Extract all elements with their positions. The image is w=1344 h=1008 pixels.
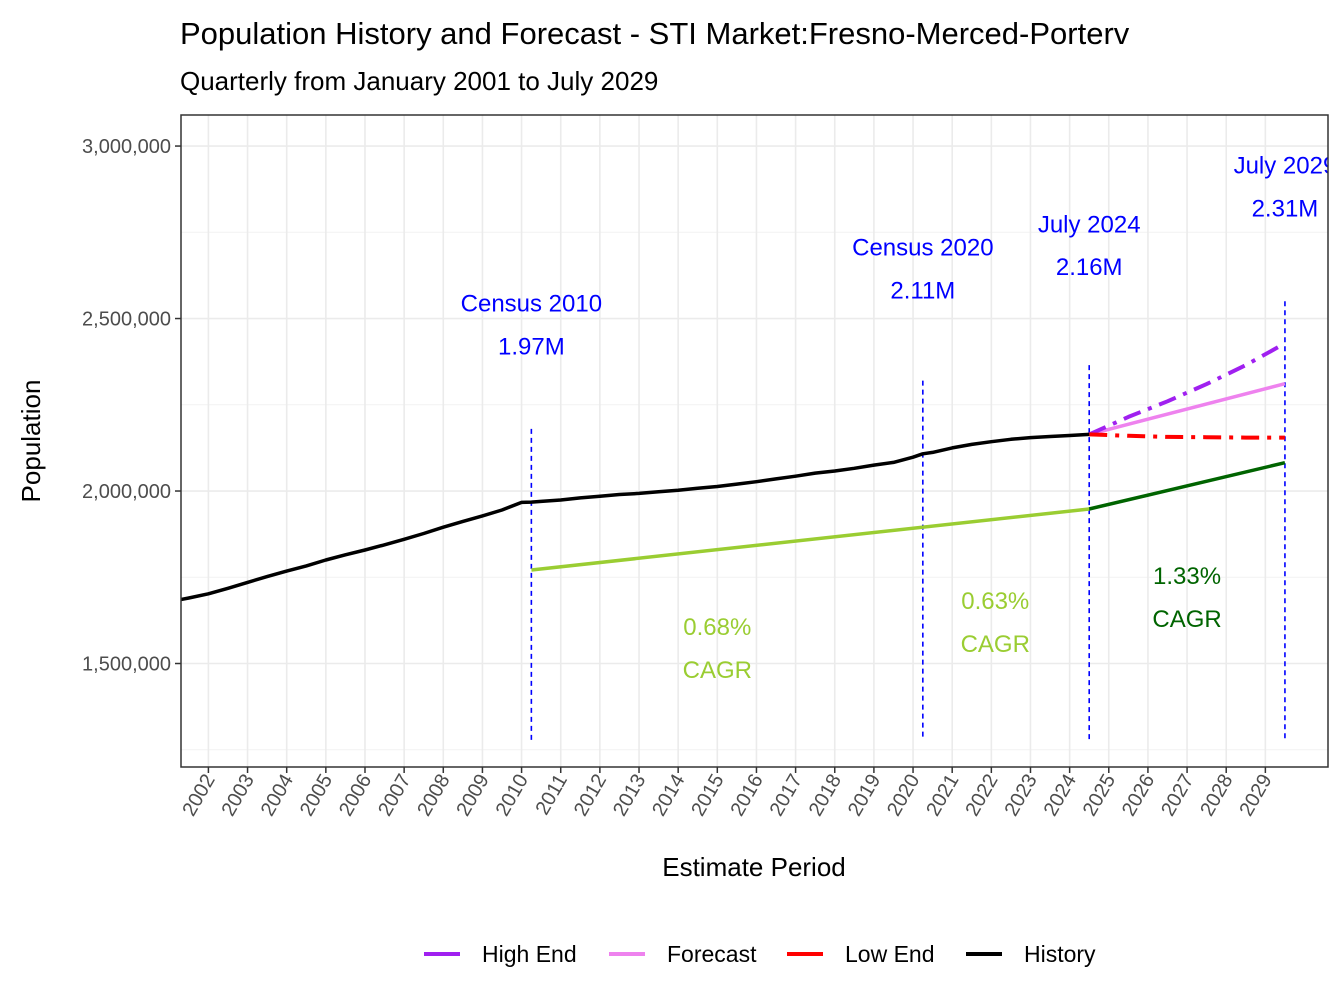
annotation-layer: Census 2010 1.97M Census 2020 2.11M July 202…: [461, 153, 1337, 684]
x-tick-label: 2011: [531, 771, 572, 819]
cagr-063-label-line2: CAGR: [961, 631, 1030, 658]
census2020-label-line2: 2.11M: [890, 278, 955, 305]
census2020-label-line1: Census 2020: [852, 235, 993, 262]
x-tick-label: 2009: [452, 771, 493, 821]
july2024-label-line2: 2.16M: [1056, 254, 1123, 281]
x-tick-label: 2003: [218, 771, 259, 821]
y-tick-label: 1,500,000: [82, 654, 171, 676]
x-tick-label: 2005: [296, 771, 337, 821]
grid-layer: [181, 115, 1328, 767]
x-tick-label: 2007: [374, 771, 415, 821]
chart-title: Population History and Forecast - STI Ma…: [180, 16, 1130, 51]
y-tick-label: 2,500,000: [82, 309, 171, 331]
x-tick-label: 2024: [1040, 771, 1081, 821]
cagr-068-label-line1: 0.68%: [683, 614, 751, 641]
x-tick-label: 2019: [844, 771, 885, 821]
x-tick-label: 2022: [961, 771, 1002, 821]
july2024-label-line1: July 2024: [1038, 211, 1141, 238]
cagr-063-label-line1: 0.63%: [961, 588, 1029, 615]
y-tick-label: 2,000,000: [82, 481, 171, 503]
y-axis: 1,500,000 2,000,000 2,500,000 3,000,000: [82, 136, 181, 676]
plot-panel-border: [180, 114, 1329, 768]
x-tick-label: 2026: [1118, 771, 1159, 821]
x-tick-label: 2014: [648, 771, 689, 821]
forecast-series-line: [1088, 382, 1286, 437]
cagr-2010-2024-line: [531, 507, 1090, 572]
x-tick-label: 2006: [335, 771, 376, 821]
x-tick-label: 2028: [1196, 771, 1237, 821]
y-axis-title: Population: [16, 380, 46, 503]
legend-label-low-end: Low End: [845, 941, 935, 967]
history-series-line: [181, 432, 1090, 602]
x-axis-title: Estimate Period: [662, 852, 846, 882]
x-tick-label: 2004: [257, 771, 298, 821]
x-tick-label: 2013: [609, 771, 650, 821]
x-tick-label: 2021: [922, 771, 963, 821]
cagr-133-label-line1: 1.33%: [1153, 563, 1221, 590]
x-tick-label: 2018: [805, 771, 846, 821]
legend: High End Forecast Low End History: [424, 941, 1096, 967]
y-tick-label: 3,000,000: [82, 136, 171, 158]
legend-label-forecast: Forecast: [667, 941, 757, 967]
cagr-2024-2029-line: [1088, 460, 1286, 511]
x-tick-label: 2010: [492, 771, 533, 821]
x-tick-label: 2002: [178, 771, 219, 821]
x-tick-label: 2008: [413, 771, 454, 821]
census2010-label-line1: Census 2010: [461, 291, 602, 318]
x-tick-label: 2025: [1079, 771, 1120, 821]
legend-label-high-end: High End: [482, 941, 577, 967]
x-tick-label: 2015: [687, 771, 728, 821]
high-end-series-line: [1088, 341, 1286, 437]
x-tick-label: 2012: [570, 771, 611, 821]
plot-panel-background: [181, 115, 1328, 767]
series-layer: [181, 341, 1286, 602]
july2029-label-line1: July 2029: [1234, 153, 1337, 180]
x-axis: 2002200320042005200620072008200920102011…: [178, 767, 1277, 821]
cagr-068-label-line2: CAGR: [683, 657, 752, 684]
x-tick-label: 2023: [1001, 771, 1042, 821]
x-tick-label: 2020: [883, 771, 924, 821]
july2029-label-line2: 2.31M: [1252, 195, 1319, 222]
x-tick-label: 2027: [1157, 771, 1198, 821]
census2010-label-line2: 1.97M: [498, 333, 565, 360]
vline-layer: [530, 301, 1286, 740]
cagr-133-label-line2: CAGR: [1152, 606, 1221, 633]
x-tick-label: 2016: [726, 771, 767, 821]
legend-label-history: History: [1024, 941, 1096, 967]
chart-subtitle: Quarterly from January 2001 to July 2029: [180, 66, 658, 96]
x-tick-label: 2017: [766, 771, 807, 821]
x-tick-label: 2029: [1235, 771, 1276, 821]
low-end-series-line: [1089, 432, 1285, 440]
